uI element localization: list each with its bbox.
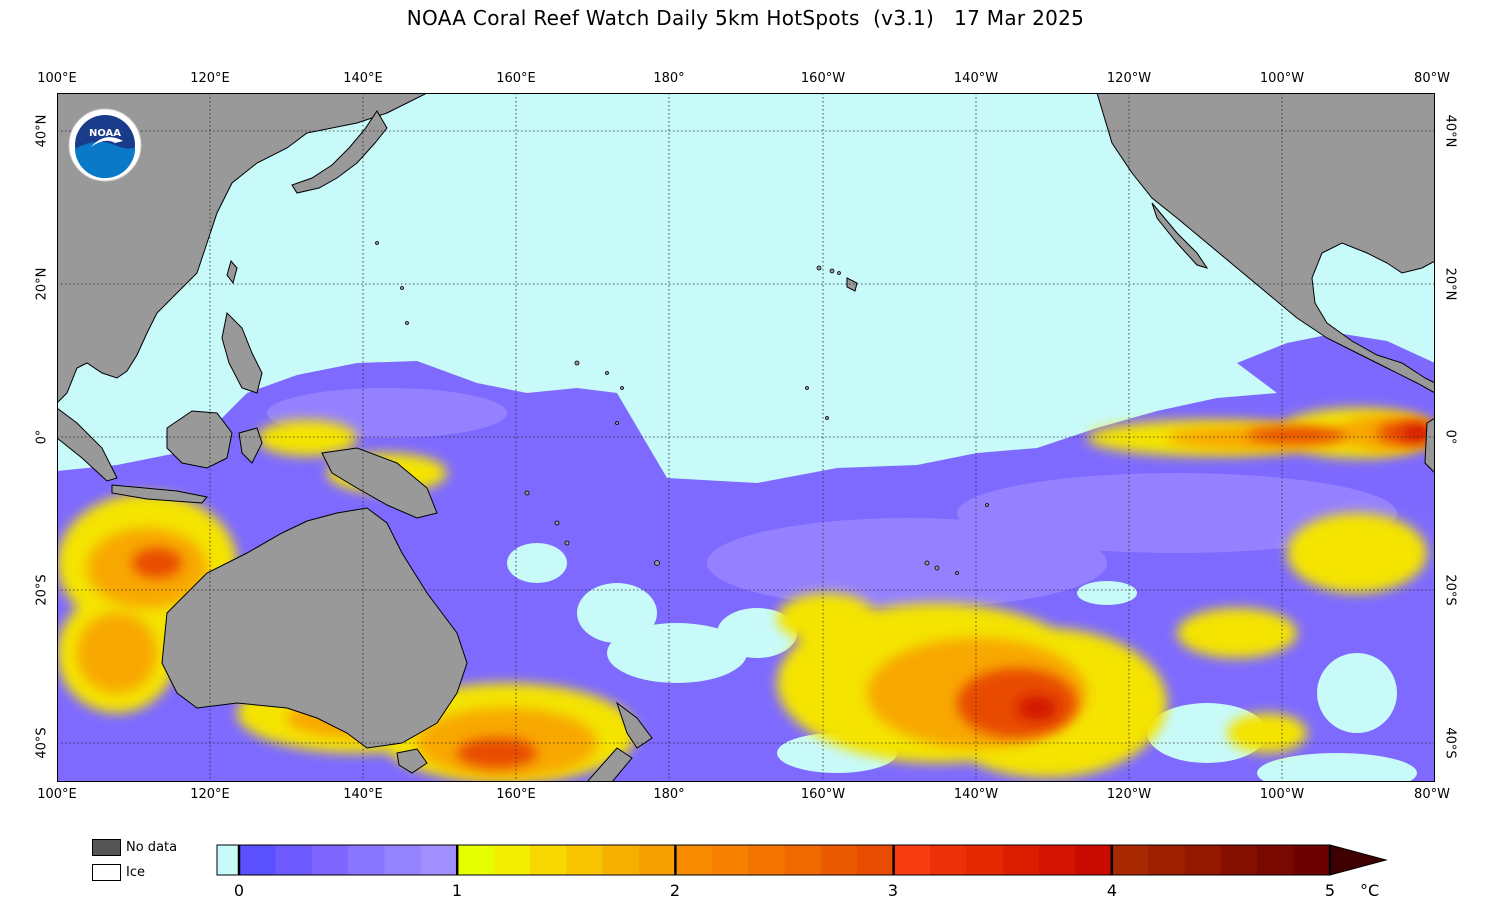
colorbar-cell — [348, 845, 385, 875]
colorbar-tick: 1 — [451, 881, 463, 900]
lat-label-right: 40°S — [1442, 727, 1458, 759]
colorbar-cell — [1039, 845, 1076, 875]
taiwan — [226, 259, 238, 285]
lon-label-bottom: 80°W — [1414, 787, 1450, 802]
lon-label-top: 160°W — [800, 71, 846, 86]
colorbar — [216, 844, 1388, 876]
colorbar-cell — [820, 845, 858, 875]
lon-label-bottom: 100°E — [37, 787, 77, 802]
colorbar-tick: 2 — [669, 881, 681, 900]
lat-label-left: 20°N — [34, 267, 50, 301]
java — [111, 484, 208, 504]
south-america-coast — [1424, 417, 1435, 474]
map-title: NOAA Coral Reef Watch Daily 5km HotSpots… — [406, 6, 1085, 30]
noaa-logo-text: NOAA — [89, 128, 121, 139]
lat-label-right: 20°S — [1442, 574, 1458, 606]
north-america — [1096, 93, 1435, 394]
lon-label-top: 120°W — [1106, 71, 1152, 86]
colorbar-cell — [457, 845, 495, 875]
japan — [291, 110, 388, 194]
baja-california — [1151, 202, 1209, 269]
lon-label-bottom: 160°E — [496, 787, 536, 802]
colorbar-cell — [857, 845, 895, 875]
new-guinea — [321, 447, 438, 519]
lat-label-right: 20°N — [1442, 267, 1458, 301]
new-zealand-south — [586, 747, 633, 782]
lon-label-bottom: 160°W — [800, 787, 846, 802]
ice-label: Ice — [126, 865, 145, 880]
colorbar-tick: 4 — [1106, 881, 1118, 900]
colorbar-cell — [966, 845, 1004, 875]
lat-label-left: 40°N — [34, 114, 50, 148]
lat-label-left: 40°S — [34, 727, 50, 759]
colorbar-cell — [566, 845, 604, 875]
graticule — [57, 93, 1435, 782]
colorbar-unit: °C — [1360, 881, 1380, 900]
colorbar-cell — [420, 845, 458, 875]
lon-label-top: 80°W — [1414, 71, 1450, 86]
sumatra — [57, 407, 118, 482]
philippines — [221, 311, 263, 394]
asia-mainland — [57, 93, 428, 404]
colorbar-tick: 3 — [887, 881, 899, 900]
colorbar-cell — [1220, 845, 1258, 875]
colorbar-below-zero-cell — [217, 845, 239, 875]
colorbar-cell — [311, 845, 349, 875]
colorbar-arrow — [1329, 844, 1388, 876]
colorbar-cell — [602, 845, 640, 875]
colorbar-cell — [384, 845, 422, 875]
colorbar-cell — [1184, 845, 1222, 875]
colorbar-cell — [784, 845, 822, 875]
ice-swatch — [92, 864, 121, 881]
pacific-islands — [375, 241, 989, 575]
lon-label-top: 100°E — [37, 71, 77, 86]
colorbar-cell — [275, 845, 313, 875]
lat-label-right: 40°N — [1442, 114, 1458, 148]
lon-label-top: 140°W — [953, 71, 999, 86]
hotspot-map: NOAA — [57, 93, 1435, 782]
lat-label-left: 20°S — [34, 574, 50, 606]
new-zealand-north — [616, 701, 653, 749]
lon-label-bottom: 120°E — [190, 787, 230, 802]
hawaii — [846, 277, 858, 292]
lon-label-bottom: 140°E — [343, 787, 383, 802]
lon-label-top: 140°E — [343, 71, 383, 86]
no-data-swatch — [92, 839, 121, 856]
hotspot-zone-light-purple — [267, 388, 1397, 608]
lon-label-bottom: 120°W — [1106, 787, 1152, 802]
colorbar-cell — [1148, 845, 1186, 875]
colorbar-tick: 0 — [233, 881, 245, 900]
colorbar-cell — [711, 845, 749, 875]
colorbar-cell — [493, 845, 531, 875]
lon-label-top: 100°W — [1259, 71, 1305, 86]
colorbar-cell — [748, 845, 785, 875]
lon-label-bottom: 140°W — [953, 787, 999, 802]
noaa-logo: NOAA — [68, 108, 142, 182]
colorbar-cell — [893, 845, 931, 875]
colorbar-cell — [1293, 845, 1331, 875]
tasmania — [396, 748, 428, 774]
land-masses — [57, 93, 1435, 782]
lon-label-top: 160°E — [496, 71, 536, 86]
lon-label-bottom: 100°W — [1259, 787, 1305, 802]
lon-label-top: 180° — [653, 71, 685, 86]
australia — [161, 507, 468, 749]
lat-label-left: 0° — [34, 429, 50, 445]
lon-label-bottom: 180° — [653, 787, 685, 802]
colorbar-cell — [929, 845, 967, 875]
colorbar-cell — [239, 845, 276, 875]
sulawesi — [238, 427, 263, 464]
no-data-label: No data — [126, 840, 178, 855]
colorbar-tick: 5 — [1324, 881, 1336, 900]
colorbar-cell — [529, 845, 567, 875]
colorbar-cell — [1075, 845, 1113, 875]
lon-label-top: 120°E — [190, 71, 230, 86]
colorbar-cell — [1111, 845, 1149, 875]
borneo — [166, 410, 233, 469]
colorbar-cell — [1002, 845, 1040, 875]
colorbar-cell — [1257, 845, 1295, 875]
colorbar-cell — [639, 845, 676, 875]
colorbar-cell — [675, 845, 713, 875]
lat-label-right: 0° — [1442, 429, 1458, 445]
